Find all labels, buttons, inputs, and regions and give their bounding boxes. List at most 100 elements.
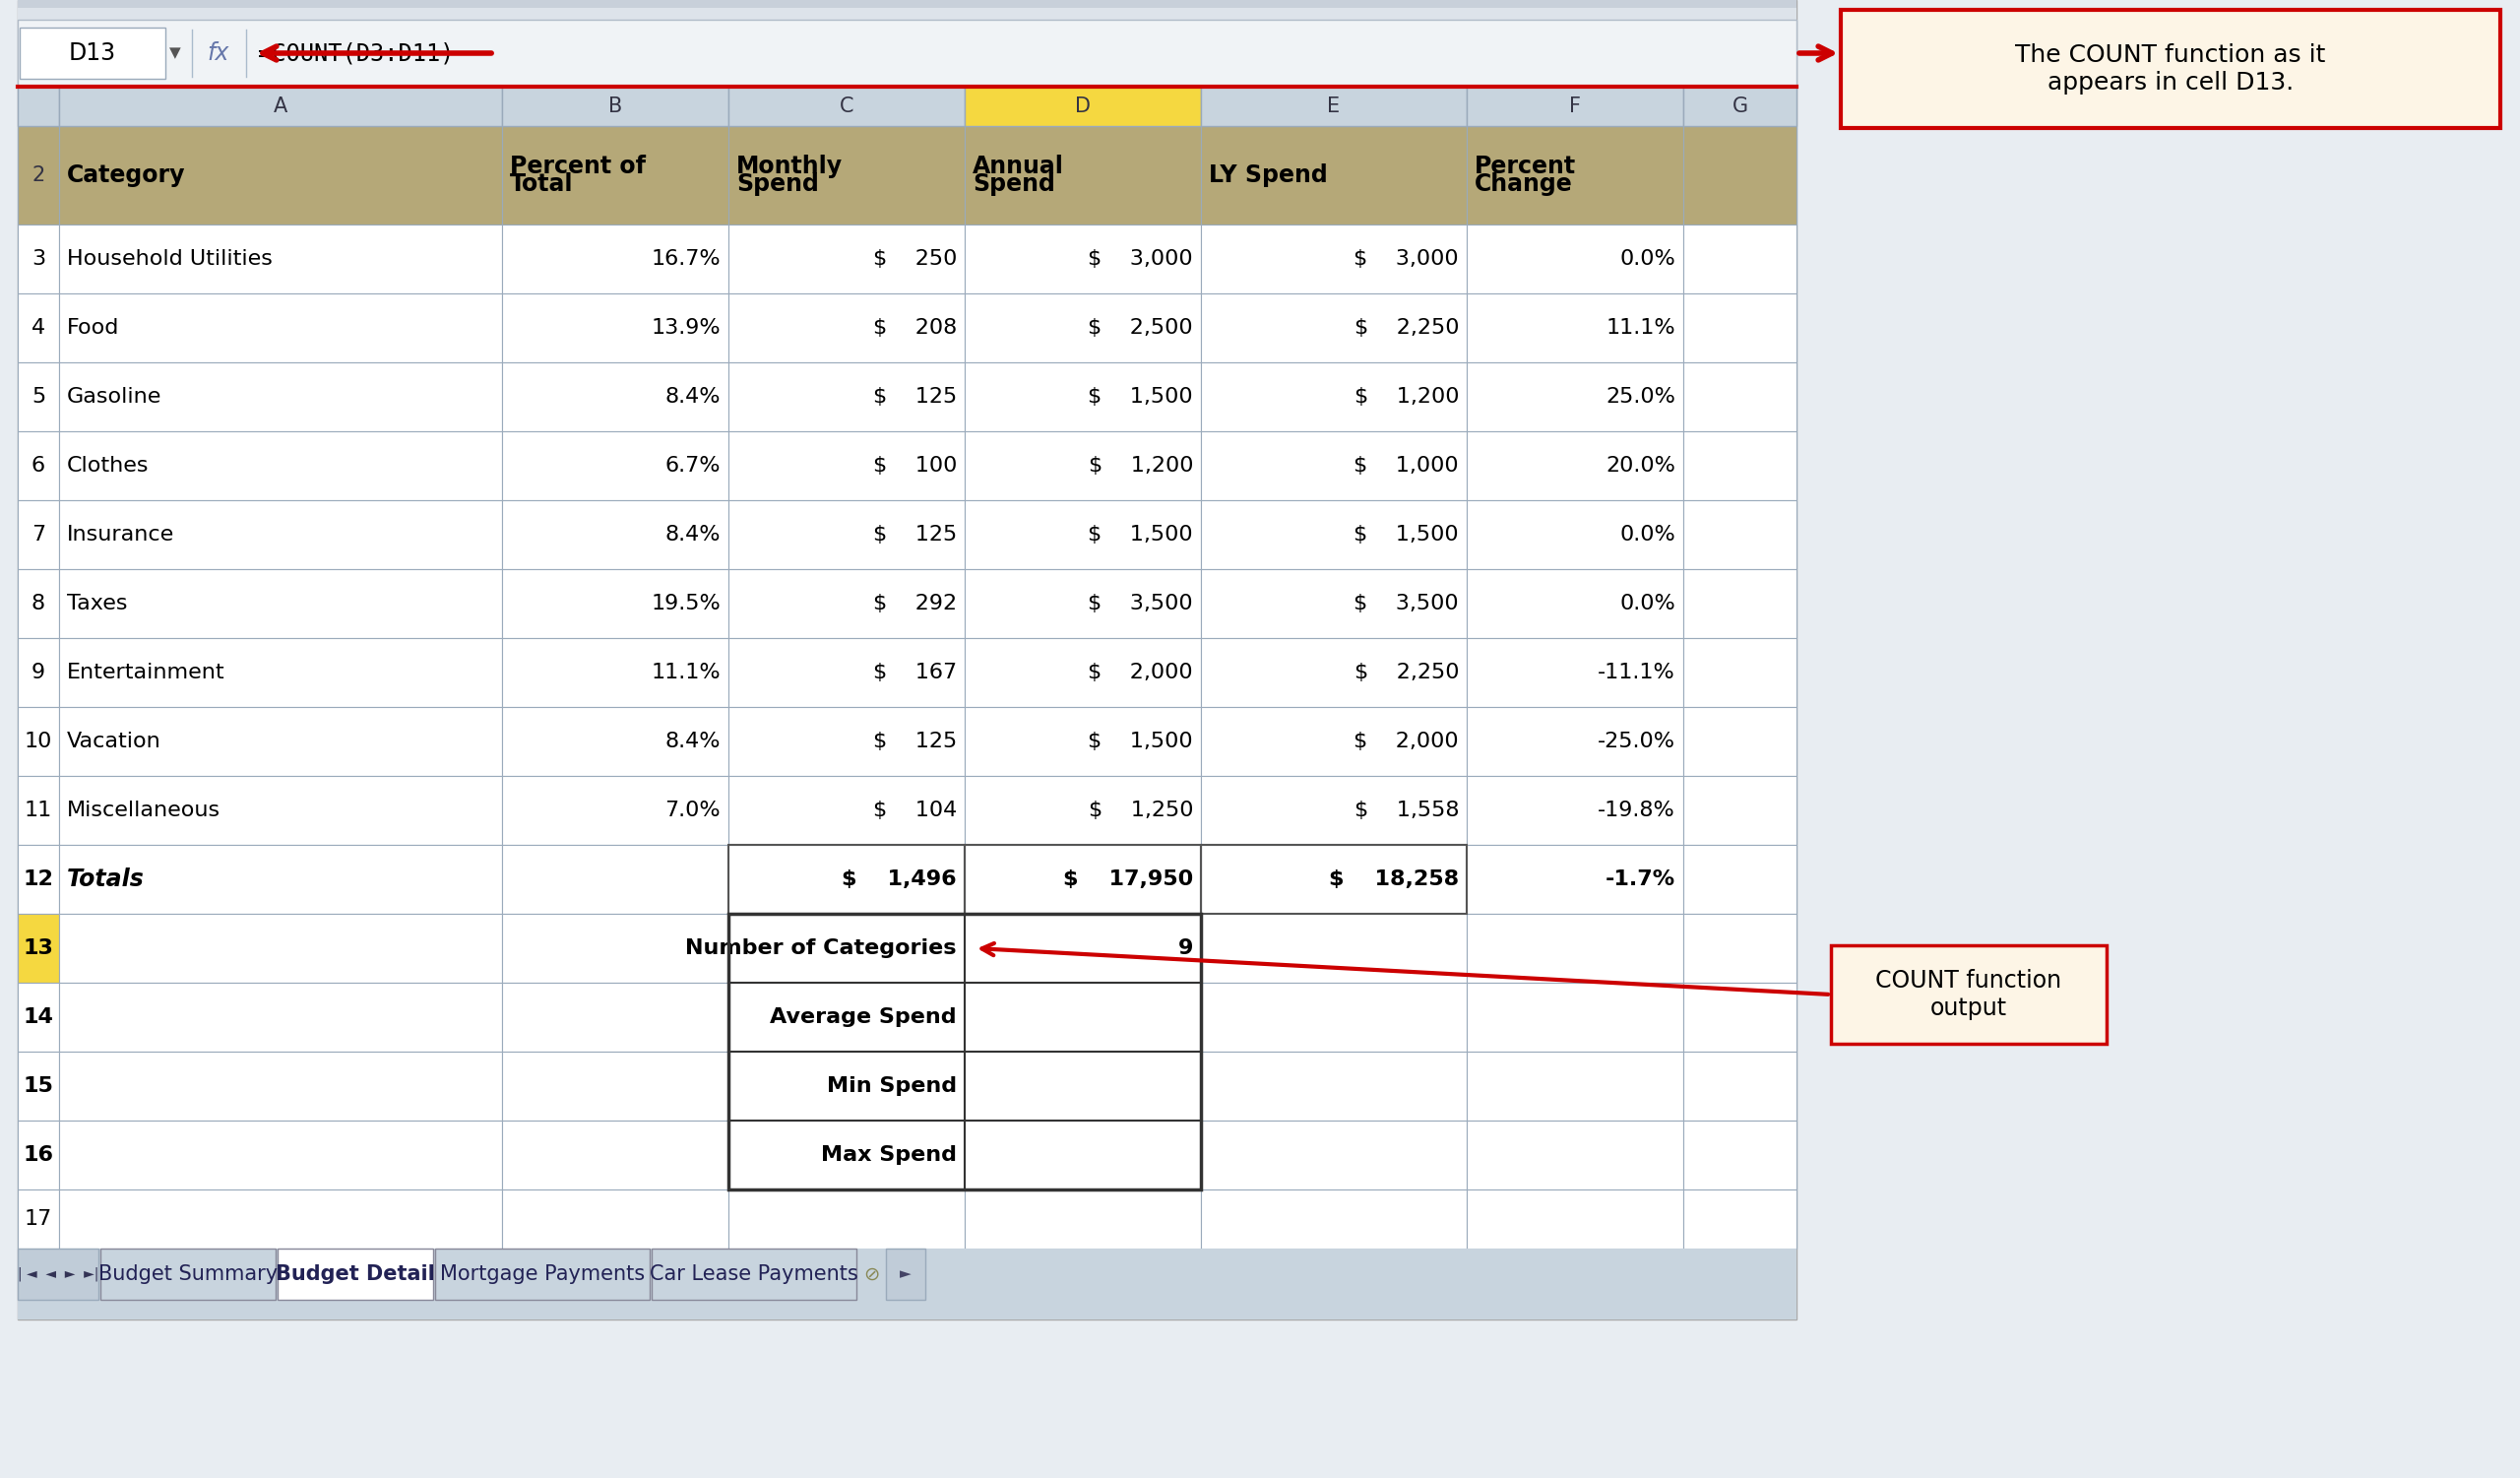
Bar <box>1467 1120 1683 1190</box>
Text: $    292: $ 292 <box>872 594 958 613</box>
Text: 13: 13 <box>23 939 53 958</box>
Text: 8.4%: 8.4% <box>665 732 721 751</box>
Text: Household Utilities: Household Utilities <box>68 250 272 269</box>
Bar <box>965 845 1202 913</box>
Bar <box>1202 638 1467 706</box>
Text: 12: 12 <box>23 869 53 890</box>
Text: 8.4%: 8.4% <box>665 387 721 406</box>
Bar <box>965 569 1202 638</box>
Bar <box>1467 638 1683 706</box>
Bar <box>1202 913 1467 983</box>
Text: $    1,496: $ 1,496 <box>842 869 958 890</box>
Bar <box>965 126 1202 225</box>
Text: Insurance: Insurance <box>68 525 174 544</box>
Bar <box>728 87 965 126</box>
Text: 14: 14 <box>23 1008 53 1027</box>
Bar <box>1202 225 1467 294</box>
Bar <box>1202 706 1467 776</box>
Bar <box>1202 500 1467 569</box>
Bar <box>887 1249 925 1299</box>
Bar <box>58 126 501 225</box>
Bar <box>18 845 58 913</box>
Bar <box>1683 983 1797 1052</box>
Bar <box>436 1249 650 1299</box>
Text: $    1,500: $ 1,500 <box>1089 525 1192 544</box>
Bar <box>1683 845 1797 913</box>
Text: | ◄  ◄  ►  ►|: | ◄ ◄ ► ►| <box>18 1267 98 1281</box>
Bar <box>1467 569 1683 638</box>
Bar <box>1683 294 1797 362</box>
Bar <box>58 638 501 706</box>
Bar <box>728 845 965 913</box>
Bar <box>1467 126 1683 225</box>
Bar <box>18 0 1797 19</box>
Text: $    125: $ 125 <box>872 732 958 751</box>
Text: 9: 9 <box>30 662 45 683</box>
Bar <box>965 87 1202 126</box>
Bar <box>18 432 58 500</box>
Bar <box>58 500 501 569</box>
Bar <box>18 638 58 706</box>
Bar <box>277 1249 433 1299</box>
Bar <box>501 362 728 432</box>
Text: Gasoline: Gasoline <box>68 387 161 406</box>
Text: 2: 2 <box>33 166 45 185</box>
Bar <box>1840 10 2500 129</box>
Text: -11.1%: -11.1% <box>1598 662 1676 683</box>
Text: Car Lease Payments: Car Lease Payments <box>650 1264 859 1284</box>
Bar <box>58 87 501 126</box>
Bar <box>1467 500 1683 569</box>
Text: $    2,250: $ 2,250 <box>1353 662 1459 683</box>
Bar <box>728 913 1202 1190</box>
Text: 9: 9 <box>1177 939 1192 958</box>
Text: Category: Category <box>68 164 186 188</box>
Text: LY Spend: LY Spend <box>1210 164 1328 188</box>
Bar <box>18 776 58 845</box>
Bar <box>653 1249 857 1299</box>
Bar <box>1683 638 1797 706</box>
Bar <box>1467 845 1683 913</box>
Text: 3: 3 <box>30 250 45 269</box>
Text: -19.8%: -19.8% <box>1598 801 1676 820</box>
Text: $    1,250: $ 1,250 <box>1089 801 1192 820</box>
Bar <box>18 1120 58 1190</box>
Bar <box>728 638 965 706</box>
Bar <box>501 983 728 1052</box>
Bar <box>18 913 58 983</box>
Text: 0.0%: 0.0% <box>1620 594 1676 613</box>
Text: Spend: Spend <box>973 173 1056 197</box>
Bar <box>18 1249 1797 1320</box>
Bar <box>728 225 965 294</box>
Bar <box>728 983 965 1052</box>
Text: Number of Categories: Number of Categories <box>685 939 958 958</box>
Bar <box>18 362 58 432</box>
Bar <box>58 362 501 432</box>
Bar <box>18 500 58 569</box>
Text: Vacation: Vacation <box>68 732 161 751</box>
Bar <box>58 845 501 913</box>
Text: Entertainment: Entertainment <box>68 662 224 683</box>
Text: Budget Detail: Budget Detail <box>275 1264 436 1284</box>
Text: Change: Change <box>1474 173 1572 197</box>
Text: 5: 5 <box>30 387 45 406</box>
Text: Percent of: Percent of <box>509 155 645 179</box>
Text: 0.0%: 0.0% <box>1620 525 1676 544</box>
Text: 10: 10 <box>25 732 53 751</box>
Text: $    3,000: $ 3,000 <box>1089 250 1192 269</box>
Text: -1.7%: -1.7% <box>1605 869 1676 890</box>
Text: 0.0%: 0.0% <box>1620 250 1676 269</box>
Bar <box>58 1120 501 1190</box>
Bar <box>965 500 1202 569</box>
Bar <box>728 913 965 983</box>
Bar <box>18 0 1797 7</box>
Bar <box>501 1120 728 1190</box>
Bar <box>965 706 1202 776</box>
Bar <box>1202 126 1467 225</box>
Bar <box>1683 87 1797 126</box>
Bar <box>728 1120 965 1190</box>
Bar <box>1467 294 1683 362</box>
Text: $    1,200: $ 1,200 <box>1353 387 1459 406</box>
Text: $    125: $ 125 <box>872 387 958 406</box>
Bar <box>58 706 501 776</box>
Text: -25.0%: -25.0% <box>1598 732 1676 751</box>
